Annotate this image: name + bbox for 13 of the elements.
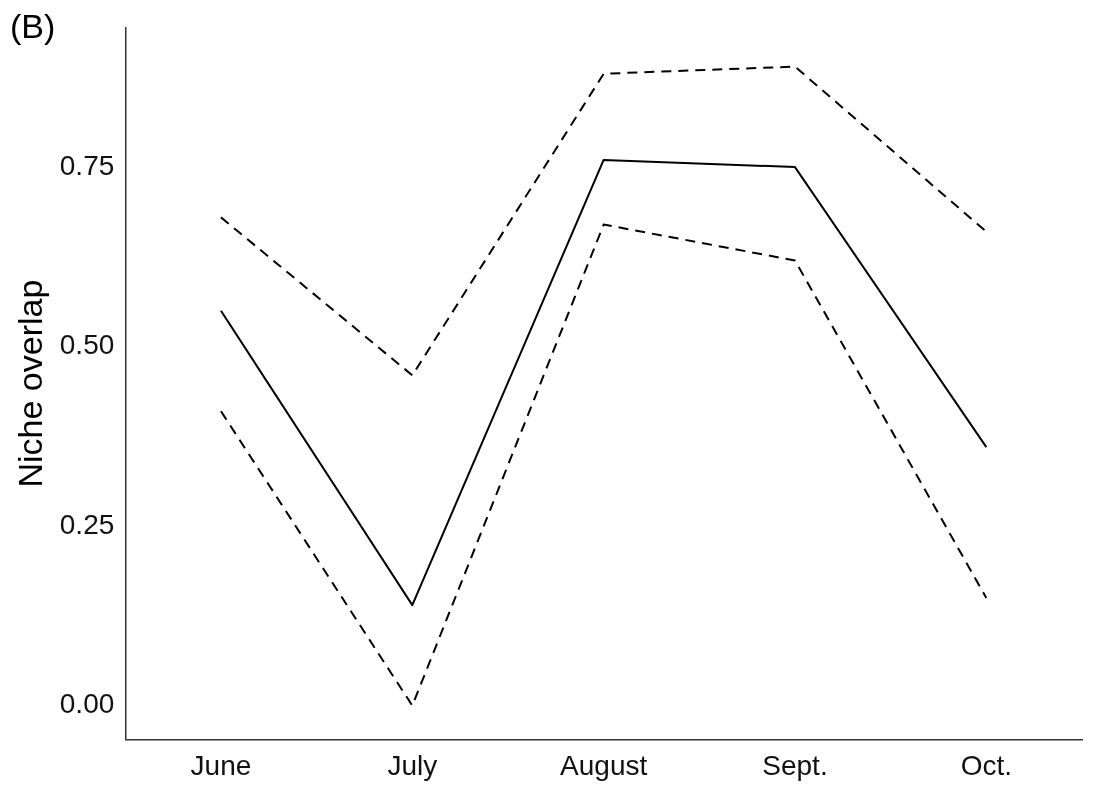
x-tick-label: July [387,749,438,781]
line-series [219,65,988,377]
y-tick-label: 0.00 [59,688,115,720]
y-tick-label: 0.50 [59,329,115,361]
line-series [219,223,988,707]
x-tick-label: June [190,749,252,781]
x-tick-label: Oct. [960,749,1012,781]
text: (B) [10,7,56,46]
y-axis-title: Niche overlap [10,279,49,488]
x-tick-label: Sept. [762,749,828,781]
y-tick-label: 0.75 [59,149,115,181]
x-tick-label: August [560,749,648,781]
y-tick-label: 0.25 [59,508,115,540]
